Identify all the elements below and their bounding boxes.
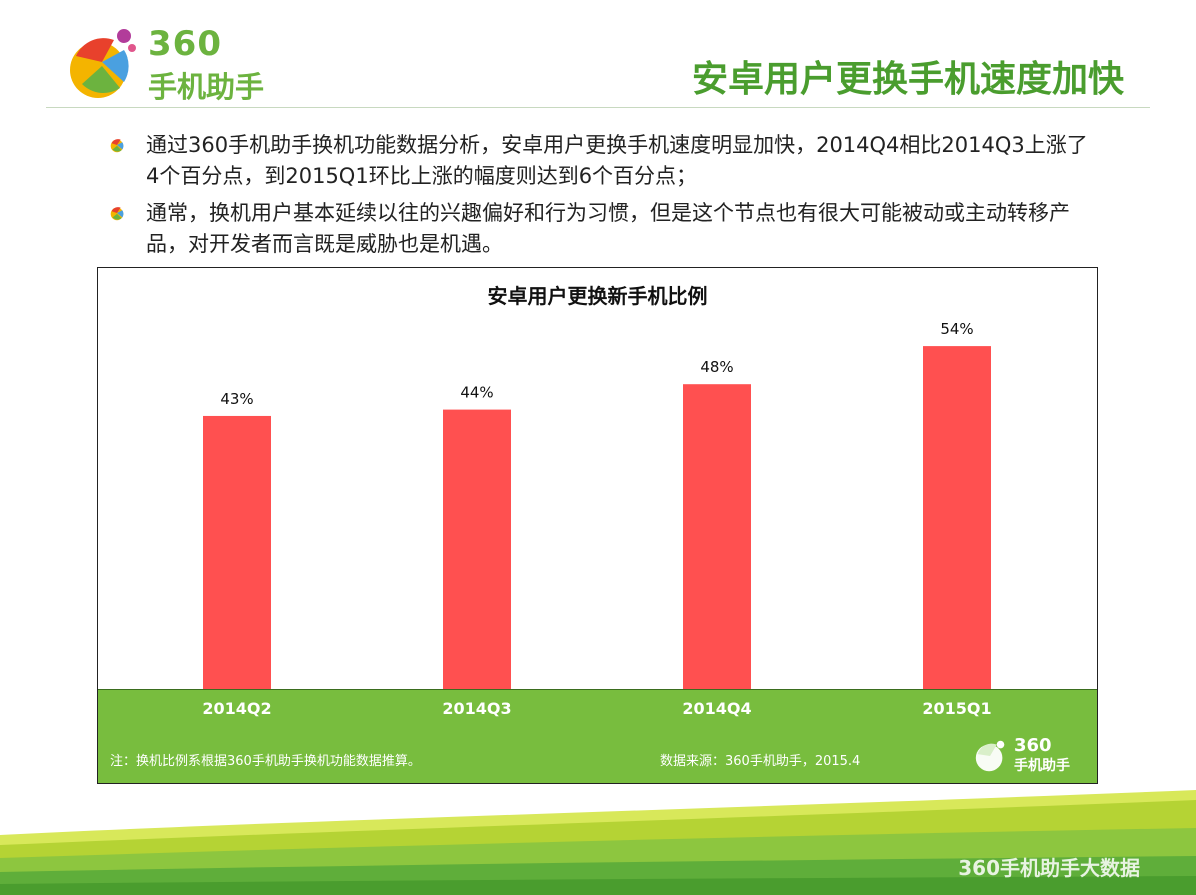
- band-logo: 360 手机助手: [972, 735, 1087, 775]
- category-label: 2015Q1: [922, 699, 991, 718]
- data-label: 54%: [940, 320, 973, 338]
- category-label: 2014Q2: [202, 699, 271, 718]
- category-axis-band: 注：换机比例系根据360手机助手换机功能数据推算。 数据来源：360手机助手，2…: [98, 689, 1097, 783]
- bar-2015Q1: [923, 346, 991, 689]
- bullet-text: 通过360手机助手换机功能数据分析，安卓用户更换手机速度明显加快，2014Q4相…: [146, 133, 1088, 188]
- bullet-item: 通常，换机用户基本延续以往的兴趣偏好和行为习惯，但是这个节点也有很大可能被动或主…: [108, 198, 1098, 260]
- page-title: 安卓用户更换手机速度加快: [691, 59, 1124, 100]
- bullet-list: 通过360手机助手换机功能数据分析，安卓用户更换手机速度明显加快，2014Q4相…: [108, 130, 1098, 266]
- data-label: 44%: [460, 384, 493, 402]
- band-logo-number: 360: [1014, 735, 1052, 756]
- bar-2014Q3: [443, 409, 511, 689]
- bullet-text: 通常，换机用户基本延续以往的兴趣偏好和行为习惯，但是这个节点也有很大可能被动或主…: [146, 201, 1070, 256]
- logo-number: 360: [148, 24, 222, 64]
- chart-note: 注：换机比例系根据360手机助手换机功能数据推算。: [110, 754, 421, 769]
- logo-text: 手机助手: [148, 70, 265, 104]
- category-label: 2014Q3: [442, 699, 511, 718]
- data-label: 48%: [700, 358, 733, 376]
- 360-logo-icon: [975, 740, 1005, 772]
- band-logo-text: 手机助手: [1014, 758, 1070, 774]
- bar-2014Q4: [683, 384, 751, 689]
- 360-logo-icon: [70, 29, 136, 98]
- bar-chart: 43% 2014Q2 44% 2014Q3 48% 2014Q4 54% 2015Q1: [202, 320, 991, 718]
- watermark: 360手机助手大数据: [958, 856, 1140, 880]
- category-label: 2014Q4: [682, 699, 751, 718]
- chart-panel: 安卓用户更换新手机比例 注：换机比例系根据360手机助手换机功能数据推算。 数据…: [97, 267, 1098, 784]
- brand-logo: 360 手机助手: [62, 22, 292, 104]
- bar-2014Q2: [203, 415, 271, 689]
- chart-title: 安卓用户更换新手机比例: [487, 284, 708, 308]
- bullet-logo-icon: [110, 139, 124, 153]
- data-source: 数据来源：360手机助手，2015.4: [660, 754, 861, 769]
- footer-decoration: [0, 790, 1196, 895]
- bullet-logo-icon: [110, 207, 124, 221]
- header-divider: [46, 107, 1150, 108]
- data-label: 43%: [220, 390, 253, 408]
- bullet-item: 通过360手机助手换机功能数据分析，安卓用户更换手机速度明显加快，2014Q4相…: [108, 130, 1098, 192]
